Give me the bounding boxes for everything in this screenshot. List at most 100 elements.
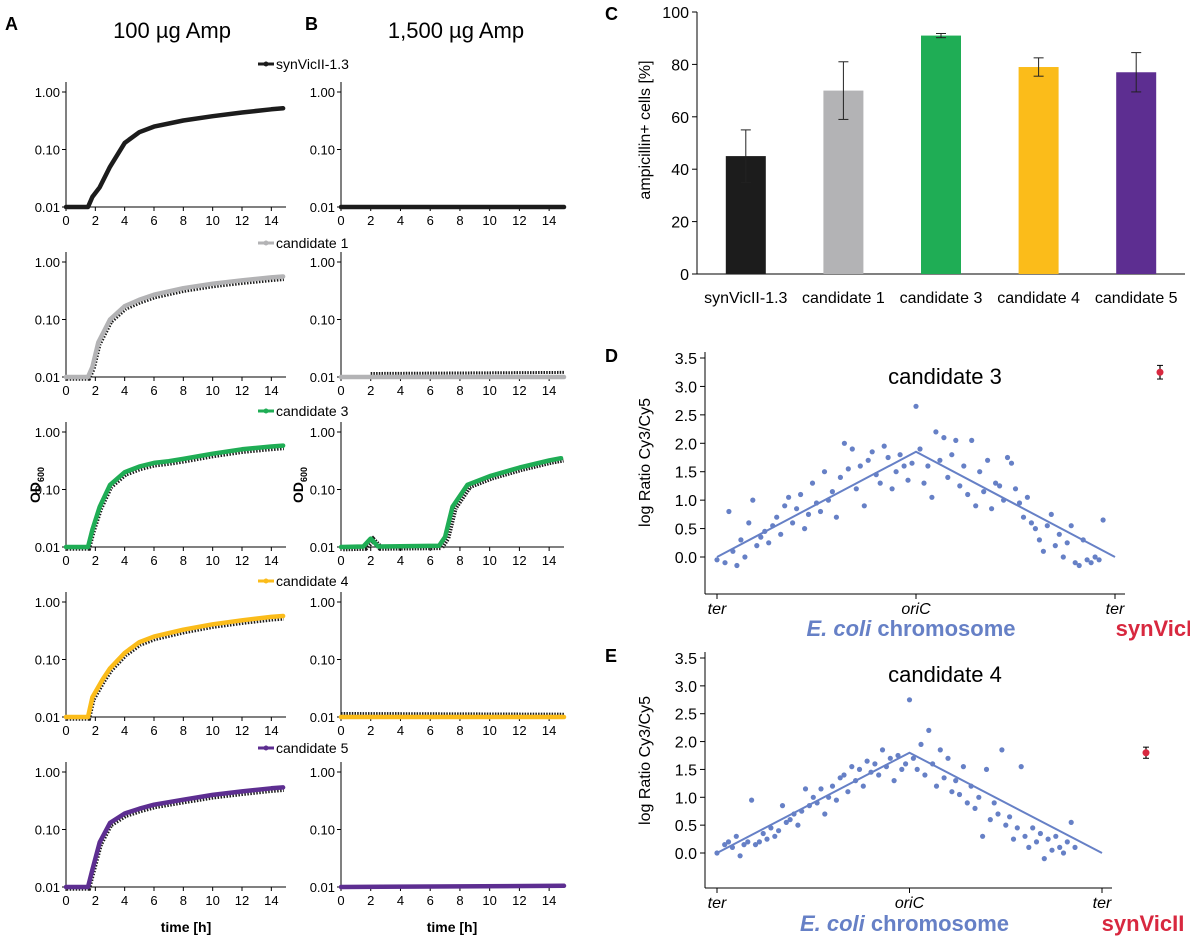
x-tick-label: 10 <box>482 383 496 398</box>
panel-a-row: 1.00 0.10 0.010 2 4 6 8 10 12 14 <box>35 422 286 568</box>
y-tick-label: 0.10 <box>35 143 60 158</box>
chromosome-label-italic: E. coli <box>800 911 866 936</box>
x-tick-label: 14 <box>542 723 556 738</box>
y-tick-label: 0.10 <box>35 313 60 328</box>
x-tick-label: 12 <box>512 213 526 228</box>
chromosome-label-rest: chromosome <box>871 616 1015 641</box>
scatter-point <box>973 503 979 509</box>
bar-candidate-1 <box>823 90 864 274</box>
scatter-point <box>933 783 940 789</box>
x-tick-label: 0 <box>337 893 344 908</box>
scatter-point <box>1033 839 1040 845</box>
panel-b-row: 1.00 0.10 0.010 2 4 6 8 10 12 14 <box>310 422 564 568</box>
x-tick-label: 10 <box>482 553 496 568</box>
x-tick-label: 0 <box>337 553 344 568</box>
chromosome-label: E. coli chromosome <box>806 616 1015 641</box>
x-tick-label: 10 <box>205 893 219 908</box>
legend-marker <box>263 240 269 246</box>
y-tick-label: 0.0 <box>675 550 697 567</box>
scatter-point <box>999 747 1005 753</box>
legend-marker <box>263 578 269 584</box>
y-tick-label: 3.0 <box>675 679 697 696</box>
scatter-point <box>879 747 886 753</box>
x-tick-label: 10 <box>205 383 219 398</box>
scatter-point <box>837 474 844 480</box>
legend-marker <box>263 61 269 67</box>
x-tick-label: 14 <box>542 893 556 908</box>
y-tick-label: 0.01 <box>310 370 335 385</box>
legend-label: candidate 1 <box>276 235 349 251</box>
scatter-point <box>1028 520 1034 526</box>
y-tick-label: 1.00 <box>310 85 335 100</box>
x-tick-label: 8 <box>456 553 463 568</box>
growth-xlabel-b: time [h] <box>427 919 478 935</box>
column-title-b: 1,500 µg Amp <box>388 18 524 43</box>
y-tick-label: 0.10 <box>310 483 335 498</box>
x-tick-label: 2 <box>367 723 374 738</box>
scatter-point <box>1003 822 1009 828</box>
x-tick-label: 2 <box>92 383 99 398</box>
y-tick-label: 60 <box>671 110 689 127</box>
scatter-point <box>906 697 913 703</box>
panel-b-row: 1.00 0.10 0.010 2 4 6 8 10 12 14 <box>310 82 567 228</box>
scatter-point <box>774 514 780 520</box>
y-tick-label: 0.5 <box>675 818 697 835</box>
x-tick-label: 8 <box>456 383 463 398</box>
scatter-point <box>818 786 824 792</box>
scatter-point <box>980 833 986 839</box>
fit-line <box>716 450 1116 558</box>
scatter-point <box>1020 514 1027 520</box>
scatter-point <box>957 483 963 489</box>
scatter-point <box>1014 825 1020 831</box>
scatter-point <box>949 452 955 458</box>
reference-curve <box>370 370 565 375</box>
svg-text:OD600: OD600 <box>27 467 46 503</box>
x-tick-label: 10 <box>205 723 219 738</box>
x-tick-label: 2 <box>92 213 99 228</box>
svg-text:OD600: OD600 <box>290 467 309 503</box>
scatter-point <box>865 457 871 463</box>
scatter-point <box>1012 486 1019 492</box>
x-tick-label: 4 <box>397 213 404 228</box>
scatter-point <box>893 469 899 475</box>
x-tick-label: 2 <box>367 893 374 908</box>
scatter-point <box>876 772 882 778</box>
scatter-point <box>1010 836 1017 842</box>
bar-category-label: synVicII-1.3 <box>704 290 787 307</box>
x-tick-label: 4 <box>121 723 128 738</box>
panel-label-a: A <box>5 14 18 34</box>
scatter-point <box>983 766 990 773</box>
scatter-point <box>965 491 971 498</box>
scatter-point <box>1040 548 1046 554</box>
scatter-point <box>1072 844 1078 851</box>
y-tick-label: 2.5 <box>675 707 697 724</box>
scatter-point <box>790 520 796 526</box>
y-tick-label: 0.10 <box>310 823 335 838</box>
scatter-point <box>737 853 743 859</box>
scatter-point <box>776 828 782 834</box>
growth-curve-candidate-3 <box>338 455 564 550</box>
scatter-point <box>829 489 836 495</box>
scatter-point <box>766 540 772 546</box>
scatter-point <box>810 794 816 800</box>
y-tick-label: 0.10 <box>310 313 335 328</box>
scatter-point <box>889 486 895 492</box>
x-tick-label: 10 <box>482 893 496 908</box>
growth-curve-candidate-5 <box>338 883 567 890</box>
scatter-point <box>1036 537 1042 543</box>
x-tick-label: 8 <box>180 553 187 568</box>
scatter-point <box>778 531 784 537</box>
scatter-point <box>787 817 793 823</box>
x-tick-label: 10 <box>205 553 219 568</box>
scatter-point <box>956 791 963 798</box>
bar-category-label: candidate 3 <box>900 290 983 307</box>
scatter-point <box>734 562 740 569</box>
scatter-point <box>903 761 909 767</box>
scatter-point <box>989 506 995 512</box>
x-tick-label: 14 <box>264 383 278 398</box>
scatter-point <box>899 766 905 773</box>
x-tick-label: 12 <box>235 553 249 568</box>
scatter-point <box>905 477 911 483</box>
x-tick-label: 12 <box>512 893 526 908</box>
panel-label-d: D <box>605 346 618 366</box>
